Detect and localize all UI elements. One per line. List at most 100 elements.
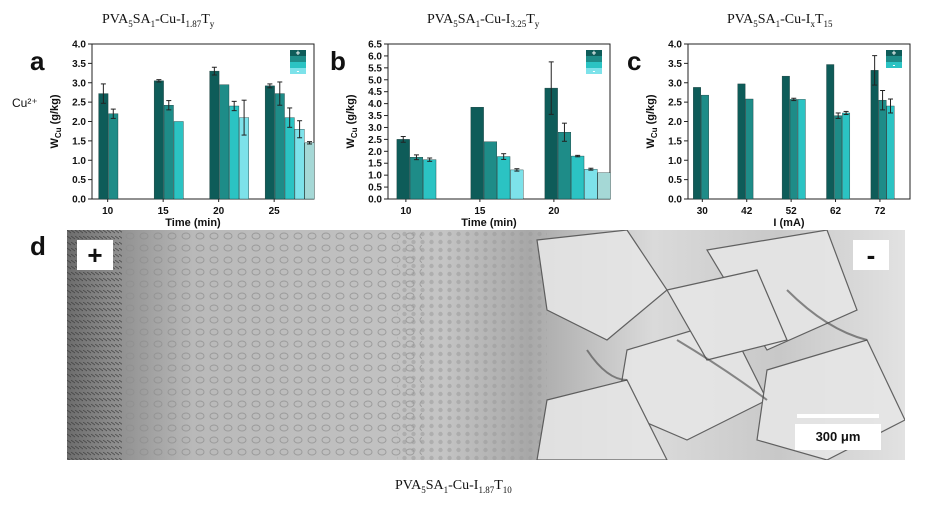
y-tick-label: 5.5 <box>368 63 382 74</box>
sem-micrograph: + - 300 μm <box>67 230 905 460</box>
y-tick-label: 0.5 <box>668 175 682 186</box>
y-tick-label: 5.0 <box>368 75 382 86</box>
y-tick-label: 2.5 <box>368 135 382 146</box>
y-axis-label-main: W <box>645 138 657 149</box>
y-tick-label: 1.5 <box>368 159 382 170</box>
panel-c-title: PVA5SA1-Cu-IxT15 <box>727 12 833 29</box>
bar <box>597 172 611 200</box>
legend-swatch <box>586 68 602 74</box>
legend-label: + <box>892 49 897 58</box>
x-tick-label: 20 <box>548 206 560 217</box>
legend-swatch <box>586 56 602 62</box>
legend-swatch <box>886 62 902 68</box>
bar <box>483 141 498 200</box>
y-tick-label: 2.0 <box>668 117 682 128</box>
y-tick-label: 6.0 <box>368 51 382 62</box>
legend-label: - <box>893 61 896 70</box>
y-tick-label: 6.5 <box>368 40 382 51</box>
bar <box>797 99 806 200</box>
y-tick-label: 1.0 <box>668 156 682 167</box>
panel-a-title: PVA5SA1-Cu-I1.87Ty <box>102 12 215 29</box>
bar <box>510 169 524 200</box>
bar <box>571 155 585 200</box>
x-tick-label: 10 <box>102 206 114 217</box>
bar <box>693 87 701 200</box>
y-tick-label: 0.0 <box>668 195 682 206</box>
bar <box>396 139 410 200</box>
y-tick-label: 3.5 <box>368 111 382 122</box>
y-tick-label: 4.0 <box>368 99 382 110</box>
legend-label: - <box>297 67 300 76</box>
bar <box>229 105 240 200</box>
panel-letter-b: b <box>330 46 346 76</box>
bar <box>409 157 424 200</box>
y-tick-label: 3.0 <box>368 123 382 134</box>
y-tick-label: 1.5 <box>668 136 682 147</box>
bar <box>878 99 887 200</box>
chart-c: 0.0 0.5 1.0 1.5 2.0 2.5 3.0 3.5 4.0 WCu (g/kg) 30 4… <box>645 40 911 229</box>
y-tick-label: 0.0 <box>368 195 382 206</box>
bar <box>781 75 790 200</box>
bar <box>423 159 437 200</box>
bar <box>274 93 285 200</box>
x-tick-label: 62 <box>830 206 842 217</box>
bar <box>304 142 315 200</box>
x-tick-label: 52 <box>786 206 798 217</box>
legend-label: + <box>592 49 597 58</box>
x-tick-label: 15 <box>158 206 170 217</box>
bar <box>219 84 230 200</box>
y-axis-label: WCu (g/kg) <box>49 94 63 148</box>
x-axis-label: Time (min) <box>461 217 517 229</box>
y-tick-label: 1.0 <box>72 156 86 167</box>
y-axis-label-unit: (g/kg) <box>345 94 357 127</box>
bar <box>834 115 843 200</box>
bar <box>886 105 895 200</box>
panel-b-title: PVA5SA1-Cu-I3.25Ty <box>427 12 540 29</box>
bar <box>294 129 305 200</box>
panel-letter-a: a <box>30 46 45 76</box>
y-tick-label: 3.5 <box>72 59 86 70</box>
bar <box>584 168 598 200</box>
bar <box>209 70 220 200</box>
y-tick-label: 0.5 <box>72 175 86 186</box>
legend-swatch <box>290 56 306 62</box>
bar <box>745 98 754 200</box>
legend-swatch <box>586 62 602 68</box>
bar <box>842 112 851 200</box>
bar <box>98 93 109 200</box>
bar <box>284 117 295 200</box>
bar <box>264 85 275 200</box>
bar <box>153 80 164 200</box>
x-tick-label: 20 <box>213 206 225 217</box>
x-tick-label: 25 <box>269 206 281 217</box>
y-axis-label-unit: (g/kg) <box>645 94 657 127</box>
y-axis-label-sub: Cu <box>350 127 359 138</box>
x-tick-label: 72 <box>874 206 886 217</box>
y-tick-label: 0.0 <box>72 195 86 206</box>
y-axis-label-main: W <box>49 138 61 149</box>
scale-bar <box>797 414 879 418</box>
y-tick-label: 4.0 <box>72 40 86 51</box>
bar <box>173 121 184 200</box>
cathode-minus-label: - <box>853 240 889 270</box>
x-axis-label: Time (min) <box>165 217 221 229</box>
y-tick-label: 4.0 <box>668 40 682 51</box>
legend-swatch <box>290 62 306 68</box>
bar <box>870 70 879 200</box>
y-axis-label-sub: Cu <box>54 127 63 138</box>
x-tick-label: 30 <box>697 206 709 217</box>
panel-letter-d: d <box>30 231 46 261</box>
x-axis-label: I (mA) <box>773 217 805 229</box>
y-tick-label: 3.0 <box>72 78 86 89</box>
cu-ion-label: Cu²⁺ <box>12 96 38 110</box>
bar <box>108 113 119 200</box>
chart-b: 0.00.51.01.52.02.53.03.54.04.55.05.56.06… <box>345 40 611 229</box>
x-tick-label: 10 <box>400 206 412 217</box>
bar <box>826 64 835 200</box>
anode-plus-label: + <box>77 240 113 270</box>
bar <box>789 99 798 200</box>
x-tick-label: 42 <box>741 206 753 217</box>
y-axis-label-unit: (g/kg) <box>49 94 61 127</box>
y-tick-label: 1.5 <box>72 136 86 147</box>
y-tick-label: 4.5 <box>368 87 382 98</box>
